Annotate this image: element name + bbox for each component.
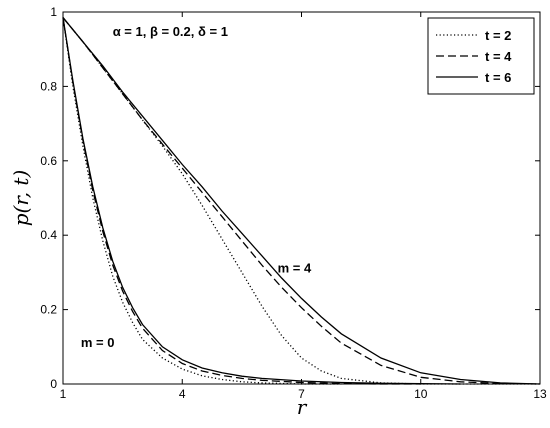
y-tick-label: 0.6 xyxy=(40,154,57,168)
x-tick-label: 13 xyxy=(533,387,547,401)
series-line-dotted-m0 xyxy=(62,17,342,385)
x-tick-label: 7 xyxy=(298,387,305,401)
legend: t = 2 t = 4 t = 6 xyxy=(427,17,535,95)
series-line-dotted-m4 xyxy=(62,17,540,385)
series-line-dashed-m0 xyxy=(62,17,421,385)
y-tick-label: 0 xyxy=(50,377,57,391)
y-tick-label: 0.8 xyxy=(40,79,57,93)
x-tick-label: 10 xyxy=(414,387,428,401)
x-tick-label: 1 xyxy=(60,387,67,401)
tick-layer: 1 4 7 10 13 0 0.2 0.4 0.6 0.8 1 xyxy=(40,5,547,401)
series-line-dashed-m4 xyxy=(62,17,541,385)
y-tick-label: 1 xyxy=(50,5,57,19)
m0-annotation: m = 0 xyxy=(81,335,115,350)
y-tick-label: 0.2 xyxy=(40,303,57,317)
y-tick-label: 0.4 xyxy=(40,228,57,242)
m4-annotation: m = 4 xyxy=(278,260,312,275)
legend-label-t6: t = 6 xyxy=(485,70,511,85)
y-axis-label: p(r, t) xyxy=(9,170,33,227)
params-annotation: α = 1, β = 0.2, δ = 1 xyxy=(113,24,228,39)
series-line-solid-m4 xyxy=(62,17,541,385)
series-line-solid-m0 xyxy=(62,17,461,385)
x-axis-label: r xyxy=(297,395,308,419)
legend-box xyxy=(427,17,535,95)
x-tick-label: 4 xyxy=(179,387,186,401)
legend-label-t4: t = 4 xyxy=(485,49,512,64)
legend-label-t2: t = 2 xyxy=(485,28,511,43)
